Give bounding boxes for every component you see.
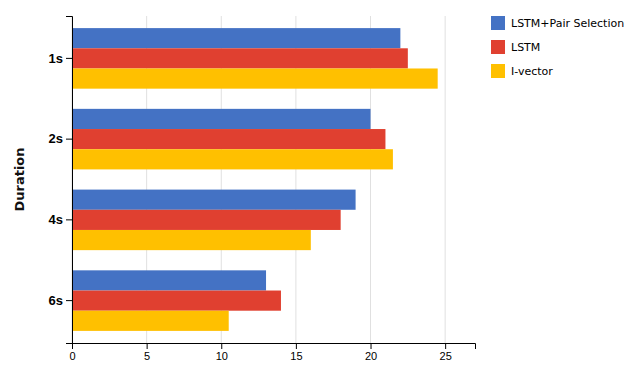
- category-axis: 1s 2s 4s 6s: [49, 17, 73, 344]
- legend-item: LSTM: [491, 40, 540, 54]
- tick: 0: [69, 343, 75, 362]
- value-axis: 0 5 10 15 20 25: [69, 343, 475, 362]
- tick-label: 2s: [49, 131, 63, 146]
- axis-line: [66, 17, 73, 344]
- bar: [72, 210, 341, 230]
- legend-item: LSTM+Pair Selection: [491, 16, 624, 30]
- tick: 6s: [49, 293, 72, 308]
- bar: [72, 109, 371, 129]
- tick-label: 20: [365, 350, 377, 362]
- grid-line: [445, 16, 446, 343]
- bar: [72, 149, 393, 169]
- tick-mark: [147, 343, 148, 349]
- bar: [72, 129, 385, 149]
- axis-title: Duration: [12, 147, 27, 211]
- tick: 1s: [49, 51, 72, 66]
- tick-label: 1s: [49, 51, 63, 66]
- tick-mark: [296, 343, 297, 349]
- legend: LSTM+Pair Selection LSTM I-vector: [491, 16, 624, 78]
- tick: 20: [365, 343, 377, 362]
- bar: [72, 68, 438, 88]
- tick-label: 4s: [49, 212, 63, 227]
- bar: [72, 48, 408, 68]
- bar: [72, 190, 356, 210]
- bar: [72, 311, 229, 331]
- tick: 10: [216, 343, 228, 362]
- axis-line: [73, 344, 476, 350]
- tick-mark: [445, 343, 446, 349]
- tick-label: 15: [290, 350, 302, 362]
- legend-label: I-vector: [511, 65, 553, 78]
- tick-mark: [66, 139, 72, 140]
- legend-swatch: [491, 64, 505, 78]
- tick-mark: [371, 343, 372, 349]
- tick-label: 25: [440, 350, 452, 362]
- tick: 25: [440, 343, 452, 362]
- bars: [72, 28, 438, 331]
- tick: 15: [290, 343, 302, 362]
- legend-label: LSTM: [511, 41, 540, 54]
- tick-mark: [66, 219, 72, 220]
- legend-swatch: [491, 16, 505, 30]
- tick-label: 5: [144, 350, 150, 362]
- tick-mark: [66, 300, 72, 301]
- plot: 0 5 10 15 20 25 1s 2s 4s 6s Duration: [12, 16, 476, 362]
- legend-label: LSTM+Pair Selection: [511, 17, 624, 30]
- tick-mark: [66, 58, 72, 59]
- tick-label: 6s: [49, 293, 63, 308]
- tick: 2s: [49, 131, 72, 146]
- tick-label: 10: [216, 350, 228, 362]
- bar: [72, 291, 281, 311]
- bar: [72, 28, 400, 48]
- bar: [72, 230, 311, 250]
- grid: [72, 16, 445, 343]
- bar: [72, 270, 266, 290]
- tick-label: 0: [69, 350, 75, 362]
- tick: 5: [144, 343, 150, 362]
- tick-mark: [221, 343, 222, 349]
- legend-swatch: [491, 40, 505, 54]
- tick: 4s: [49, 212, 72, 227]
- chart: 0 5 10 15 20 25 1s 2s 4s 6s Duration LSTM+Pair Sele…: [0, 0, 640, 377]
- legend-item: I-vector: [491, 64, 553, 78]
